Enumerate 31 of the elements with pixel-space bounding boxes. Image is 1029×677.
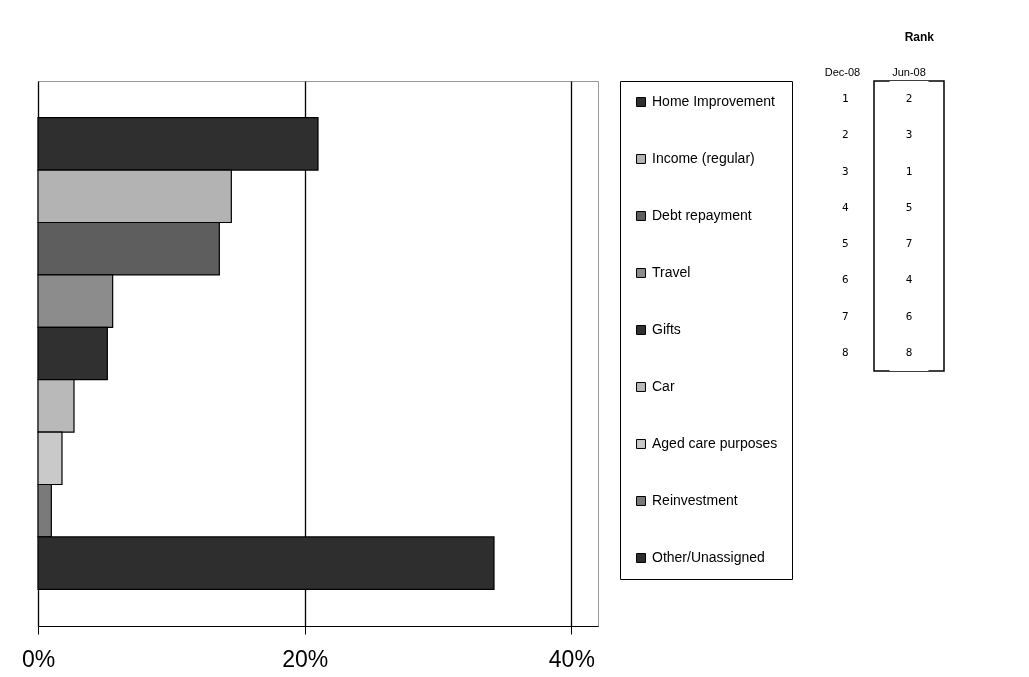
legend-label: Car: [652, 378, 675, 394]
y-tick-label: 2: [841, 128, 849, 142]
y-tick-label: 5: [841, 237, 849, 251]
legend-label: Debt repayment: [652, 207, 752, 223]
y-tick-label: 4: [841, 200, 849, 214]
y-tick-label: 1: [841, 92, 849, 106]
data-label: 4: [905, 273, 913, 287]
legend-label: Reinvestment: [652, 492, 738, 508]
data-label: 3: [905, 128, 913, 142]
legend-label: Travel: [652, 264, 691, 280]
legend-label: Income (regular): [652, 150, 755, 166]
data-label: 5: [905, 200, 913, 214]
legend-label: Home Improvement: [652, 93, 776, 109]
y-tick-label: 8: [841, 345, 849, 359]
data-label: 1: [905, 164, 913, 178]
data-label: 7: [905, 237, 913, 251]
y-tick-label: 6: [841, 273, 849, 287]
legend-label: Other/Unassigned: [652, 549, 765, 565]
x-tick-label: 0%: [21, 645, 56, 672]
legend-label: Gifts: [652, 321, 681, 337]
legend-label: Aged care purposes: [652, 435, 778, 451]
y-tick-label: 3: [841, 164, 849, 178]
data-label: 8: [905, 345, 913, 359]
x-tick-label: 20%: [282, 645, 329, 672]
y-axis-title: Dec-08: [824, 65, 861, 78]
data-label: 6: [905, 309, 913, 323]
data-label: 2: [905, 92, 913, 106]
chart-title: Rank: [904, 30, 935, 44]
y-tick-label: 7: [841, 309, 849, 323]
x-tick-label: 40%: [548, 645, 595, 672]
x-tick-label: Jun-08: [892, 65, 926, 78]
